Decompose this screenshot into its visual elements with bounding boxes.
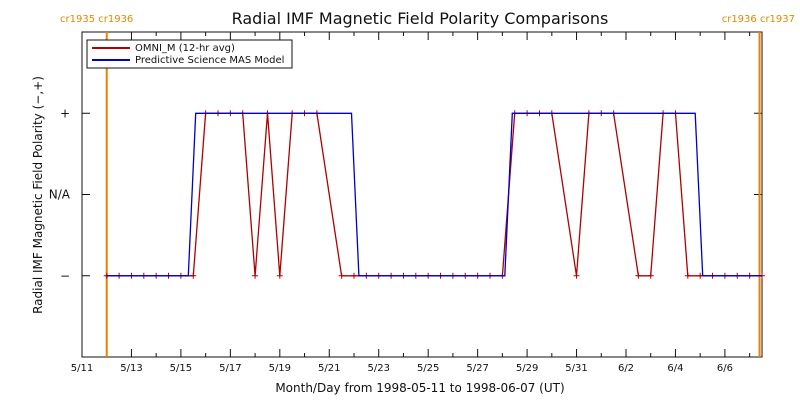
- x-tick-label: 5/31: [565, 363, 587, 374]
- carrington-label-right: cr1936 cr1937: [722, 14, 795, 25]
- legend-label-omni: OMNI_M (12-hr avg): [135, 43, 235, 54]
- x-tick-label: 6/2: [618, 363, 634, 374]
- omni-data-point: [351, 272, 357, 279]
- x-tick-label: 6/4: [667, 363, 683, 374]
- x-tick-label: 5/11: [71, 363, 93, 374]
- omni-data-point: [190, 272, 197, 279]
- x-axis-label: Month/Day from 1998-05-11 to 1998-06-07 …: [275, 381, 564, 395]
- omni-series-line: [106, 112, 762, 277]
- x-tick-label: 6/6: [717, 363, 733, 374]
- omni-data-point: [276, 272, 283, 279]
- omni-data-point: [684, 272, 691, 279]
- x-tick-label: 5/25: [417, 363, 439, 374]
- legend: OMNI_M (12-hr avg) Predictive Science MA…: [86, 39, 293, 69]
- x-tick-label: 5/15: [170, 363, 192, 374]
- y-axis-label: Radial IMF Magnetic Field Polarity (−,+): [31, 76, 45, 314]
- x-tick-label: 5/21: [318, 363, 340, 374]
- x-tick-label: 5/29: [516, 363, 538, 374]
- legend-box: [86, 39, 293, 69]
- omni-data-point: [573, 272, 580, 279]
- y-tick-label: −: [60, 269, 70, 283]
- series-layer: [103, 110, 765, 279]
- plot-frame: [81, 31, 763, 358]
- x-tick-label: 5/27: [466, 363, 488, 374]
- omni-data-point: [252, 272, 259, 279]
- legend-label-mas: Predictive Science MAS Model: [135, 55, 284, 66]
- omni-data-point: [338, 272, 345, 279]
- x-tick-label: 5/17: [219, 363, 241, 374]
- carrington-label-left: cr1935 cr1936: [60, 14, 133, 25]
- omni-data-point: [647, 272, 654, 279]
- omni-data-point: [635, 272, 642, 279]
- y-tick-label: N/A: [49, 188, 71, 202]
- ticks-layer: 5/11 5/13 5/15 5/17 5/19 5/21 5/23 5/25 5/27 5/29…: [49, 32, 762, 374]
- x-tick-label: 5/13: [120, 363, 142, 374]
- x-tick-label: 5/19: [269, 363, 291, 374]
- x-tick-label: 5/23: [367, 363, 389, 374]
- carrington-markers: [105, 32, 761, 357]
- y-tick-label: +: [60, 106, 70, 120]
- mas-series-line: [106, 112, 762, 277]
- chart-title: Radial IMF Magnetic Field Polarity Compa…: [232, 9, 609, 28]
